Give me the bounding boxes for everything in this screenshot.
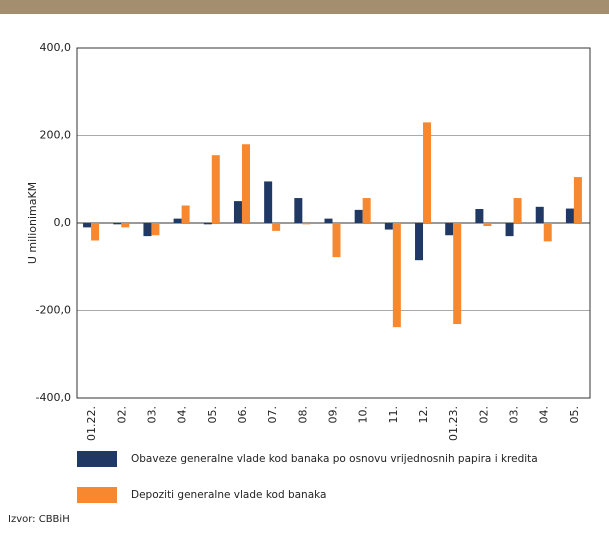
legend-swatch xyxy=(77,487,117,503)
bar xyxy=(173,218,182,223)
bar xyxy=(573,177,582,223)
bar xyxy=(113,223,122,225)
bar xyxy=(233,201,242,223)
bar xyxy=(203,223,212,225)
bar xyxy=(181,205,190,223)
bar xyxy=(475,209,484,223)
bar xyxy=(121,223,130,228)
bar xyxy=(445,223,454,236)
y-tick-label: 400,0 xyxy=(40,41,72,54)
bar xyxy=(535,206,544,223)
bar xyxy=(384,223,393,230)
legend-swatch xyxy=(77,451,117,467)
x-tick-label: 08. xyxy=(296,406,309,424)
bar xyxy=(83,223,92,228)
bar xyxy=(332,223,341,258)
bar xyxy=(415,223,424,261)
x-tick-label: 02. xyxy=(115,406,128,424)
bar xyxy=(211,155,220,223)
x-tick-label: 02. xyxy=(477,406,490,424)
bar xyxy=(324,218,333,223)
x-tick-label: 03. xyxy=(145,406,158,424)
bar xyxy=(423,122,432,223)
x-tick-label: 04. xyxy=(538,406,551,424)
x-tick-label: 11. xyxy=(387,406,400,424)
x-tick-label: 06. xyxy=(236,406,249,424)
x-tick-label: 05. xyxy=(206,406,219,424)
plot-frame xyxy=(76,47,591,399)
bar xyxy=(453,223,462,325)
bar xyxy=(272,223,281,231)
bar xyxy=(294,198,303,223)
bar xyxy=(143,223,152,237)
source: Izvor: CBBiH xyxy=(8,514,70,525)
x-tick-label: 05. xyxy=(568,406,581,424)
bar xyxy=(91,223,100,241)
x-tick-label: 12. xyxy=(417,406,430,424)
bar xyxy=(513,198,522,223)
x-tick-label: 07. xyxy=(266,406,279,424)
y-tick-label: -200,0 xyxy=(36,304,71,317)
bar xyxy=(565,208,574,223)
x-tick-label: 01.22. xyxy=(85,406,98,441)
y-tick-label: 200,0 xyxy=(40,129,72,142)
x-tick-label: 04. xyxy=(176,406,189,424)
x-tick-label: 09. xyxy=(327,406,340,424)
bar xyxy=(241,144,250,223)
x-tick-label: 01.23. xyxy=(447,406,460,441)
legend-label: Obaveze generalne vlade kod banaka po os… xyxy=(131,453,538,465)
bar xyxy=(362,198,371,223)
bar xyxy=(264,181,273,223)
bar xyxy=(543,223,552,242)
bar xyxy=(151,223,160,236)
header-band xyxy=(0,0,609,14)
bar xyxy=(302,223,311,225)
y-axis-label: U milionimaKM xyxy=(26,182,39,264)
x-tick-label: 03. xyxy=(508,406,521,424)
bar xyxy=(354,209,363,223)
bar xyxy=(505,223,514,237)
y-tick-label: 0,0 xyxy=(54,216,72,229)
bar xyxy=(483,223,492,227)
bar xyxy=(392,223,401,328)
legend-label: Depoziti generalne vlade kod banaka xyxy=(131,489,326,501)
y-tick-label: -400,0 xyxy=(36,391,71,404)
x-tick-label: 10. xyxy=(357,406,370,424)
